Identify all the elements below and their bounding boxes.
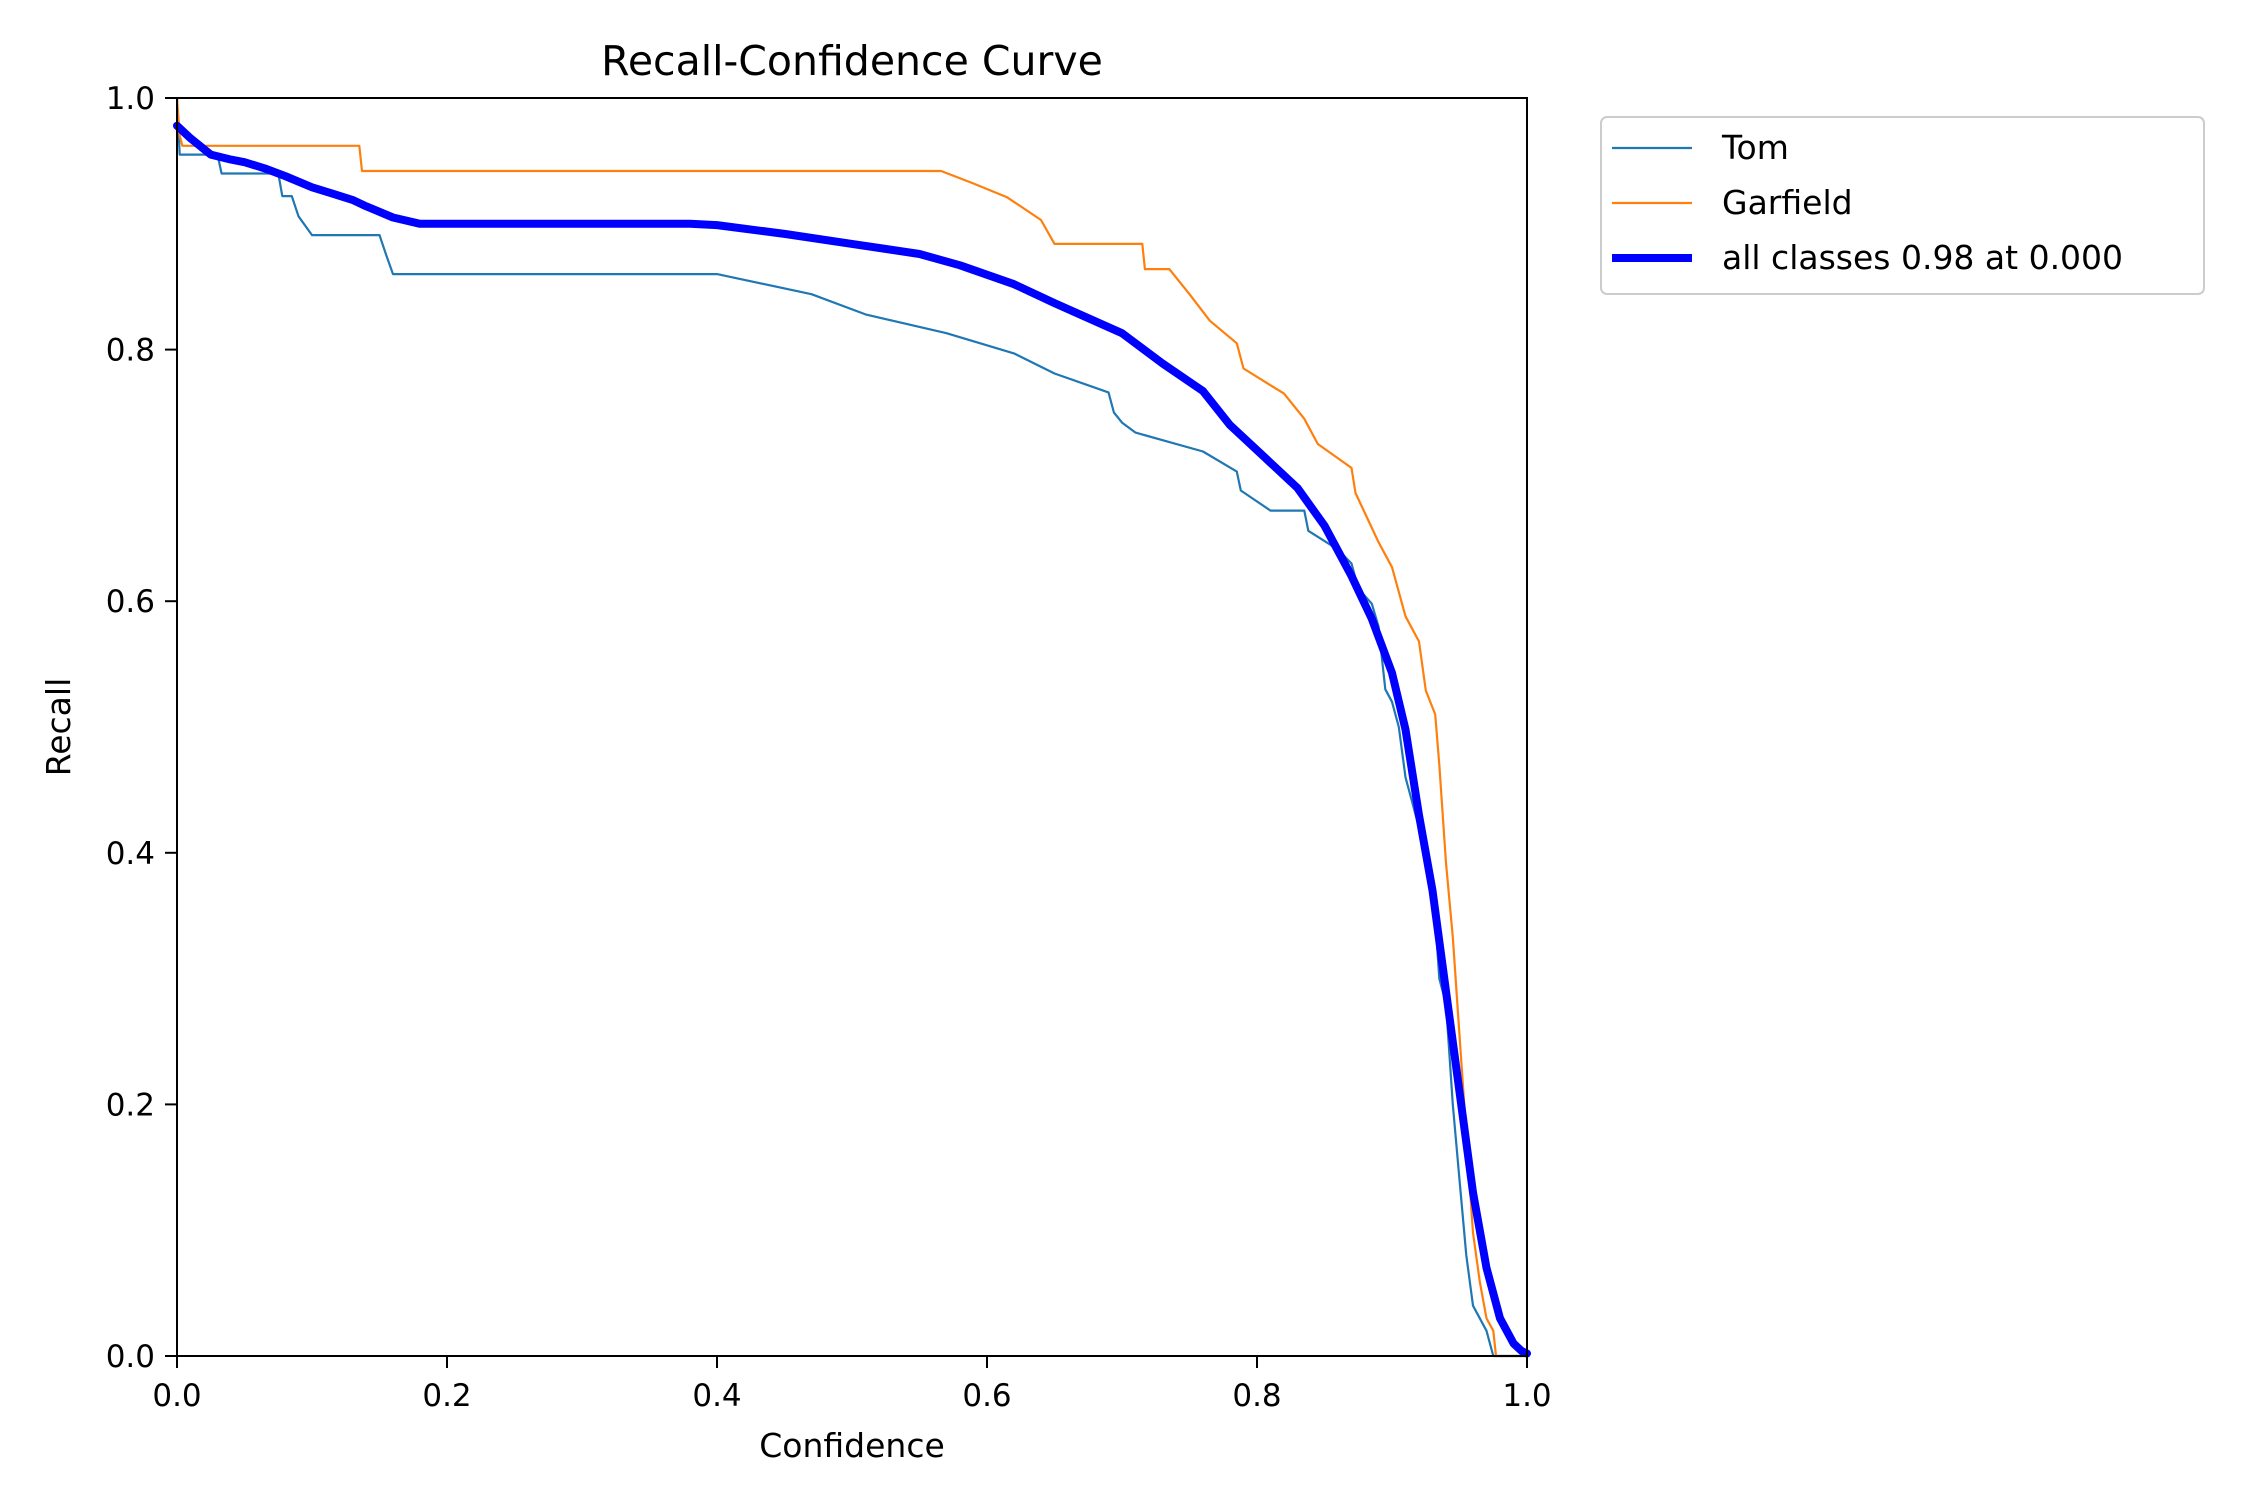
y-tick-label: 0.4 [106,836,155,872]
x-axis-title: Confidence [759,1426,945,1465]
y-tick-label: 1.0 [106,81,155,117]
series-line-1 [175,96,1529,1358]
y-tick-label: 0.8 [106,333,155,369]
y-tick-label: 0.0 [106,1339,155,1375]
legend-label: Tom [1721,128,1789,167]
chart-title: Recall-Confidence Curve [601,37,1103,85]
y-tick-label: 0.6 [106,584,155,620]
legend-box [1600,116,2205,295]
y-axis: 0.0 0.2 0.4 0.6 0.8 1.0 [106,81,177,1375]
series-line-2 [173,121,1531,1358]
x-tick-label: 0.8 [1232,1378,1281,1414]
series-layer [173,96,1531,1358]
x-tick-label: 0.0 [152,1378,201,1414]
legend: Tom Garfield all classes 0.98 at 0.000 [1600,116,2205,295]
plot-frame [176,97,1528,1357]
x-tick-label: 0.4 [692,1378,741,1414]
y-axis-title: Recall [39,678,78,776]
legend-label: all classes 0.98 at 0.000 [1722,238,2123,277]
x-axis: 0.0 0.2 0.4 0.6 0.8 1.0 [152,1356,1552,1414]
y-tick-label: 0.2 [106,1087,155,1123]
x-tick-label: 0.2 [422,1378,471,1414]
x-tick-label: 0.6 [962,1378,1011,1414]
x-tick-label: 1.0 [1502,1378,1551,1414]
legend-label: Garfield [1722,183,1853,222]
